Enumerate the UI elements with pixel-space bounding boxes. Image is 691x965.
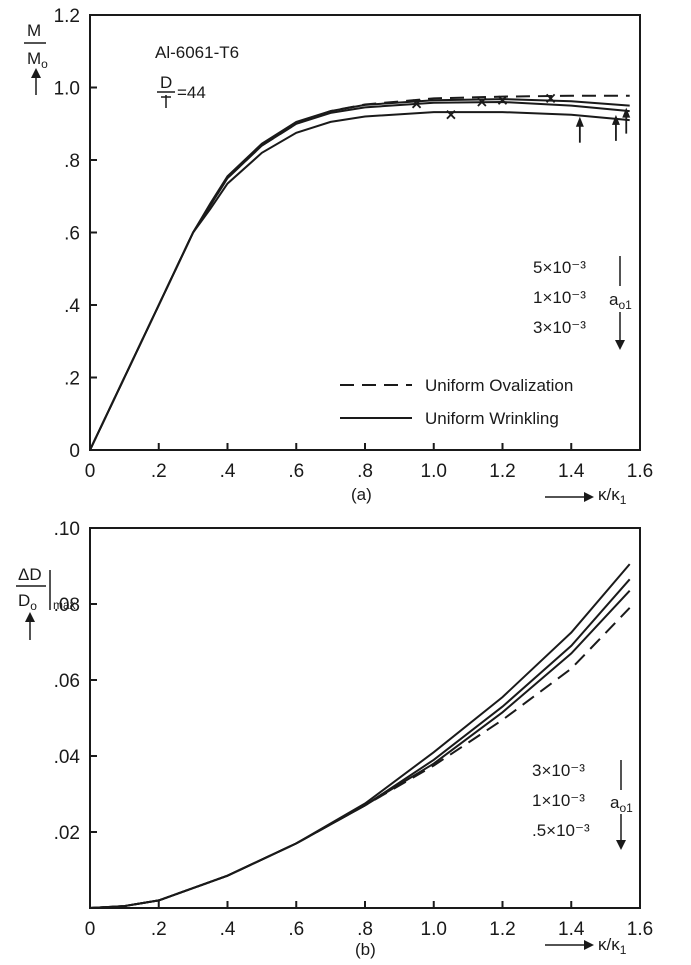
panel-b-imperfections: 3×10⁻³ 1×10⁻³ .5×10⁻³ ao1 [532, 760, 633, 850]
panel-b-ytick-label: .08 [54, 595, 80, 616]
panel-a-imp-label: ao1 [609, 290, 632, 312]
panel-a-xtick-label: .6 [288, 461, 304, 482]
x-marker [477, 97, 487, 107]
panel-a-xlabel-text: κ/κ1 [598, 485, 627, 507]
panel-b-imp-1: 3×10⁻³ [532, 761, 585, 780]
panel-a-imp-1: 5×10⁻³ [533, 258, 586, 277]
panel-b-ylabel-den: Do [18, 591, 37, 613]
panel-b: 0 .2 .4 .6 .8 1.0 1.2 1.4 1.6 .02 .04 .06 .08 .10 ΔD … [16, 519, 653, 959]
panel-b-xtick-label: 1.4 [558, 919, 585, 940]
panel-a-ytick-label: .4 [64, 296, 80, 317]
material-label: Al-6061-T6 [155, 43, 239, 62]
x-marker [411, 99, 422, 109]
panel-b-series-1 [89, 563, 631, 909]
panel-b-xlabel: κ/κ1 [545, 935, 627, 957]
limit-arrow [575, 116, 584, 143]
panel-b-frame [89, 527, 641, 909]
panel-b-ylabel-num: ΔD [18, 565, 42, 584]
panel-a-ylabel-num: M [27, 21, 41, 40]
panel-a-legend: Uniform Ovalization Uniform Wrinkling [340, 376, 573, 428]
ratio-value: =44 [177, 83, 206, 102]
legend-solid-label: Uniform Wrinkling [425, 409, 559, 428]
x-marker [545, 93, 556, 104]
panel-a-ytick-label: 0 [69, 441, 80, 462]
panel-a-ytick-label: 1.2 [54, 6, 80, 27]
x-marker [497, 95, 508, 105]
panel-b-xtick-label: 0 [85, 919, 96, 940]
panel-a-xtick-label: 1.4 [558, 461, 585, 482]
legend-dashed-label: Uniform Ovalization [425, 376, 573, 395]
limit-arrow [611, 114, 620, 141]
panel-a-xlabel-arrowhead [584, 492, 594, 502]
panel-b-xlabel-arrowhead [584, 940, 594, 950]
panel-b-series-2 [89, 578, 631, 909]
panel-b-xtick-label: 1.0 [421, 919, 447, 940]
panel-a-imperfections: 5×10⁻³ 1×10⁻³ 3×10⁻³ ao1 [533, 256, 632, 350]
panel-b-xtick-label: 1.2 [489, 919, 515, 940]
panel-b-imp-3: .5×10⁻³ [532, 821, 590, 840]
panel-a-xtick-label: .8 [357, 461, 373, 482]
panel-a-ytick-label: 1.0 [54, 79, 80, 100]
panel-a-imp-3: 3×10⁻³ [533, 318, 586, 337]
panel-b-ytick-label: .06 [54, 671, 80, 692]
panel-b-ylabel-suffix: max [53, 598, 76, 612]
panel-a-ylabel-den: Mo [27, 49, 48, 71]
panel-b-xtick-label: .2 [151, 919, 167, 940]
panel-b-series-3 [89, 590, 631, 909]
panel-a-xtick-label: .4 [220, 461, 236, 482]
panel-a-markers [411, 93, 631, 143]
panel-a-caption: (a) [351, 485, 372, 504]
panel-b-xlabel-text: κ/κ1 [598, 935, 627, 957]
panel-b-ytick-label: .04 [54, 747, 81, 768]
panel-b-ytick-label: .10 [54, 519, 80, 540]
panel-b-imp-label: ao1 [610, 793, 633, 815]
panel-a-series-4 [89, 111, 630, 451]
panel-b-xtick-label: .6 [288, 919, 304, 940]
panel-a-xtick-label: 0 [85, 461, 96, 482]
panel-b-caption: (b) [355, 940, 376, 959]
panel-a-ytick-label: .8 [64, 151, 80, 172]
panel-b-ylabel: ΔD Do max [16, 565, 76, 640]
panel-a-xtick-label: 1.6 [627, 461, 653, 482]
panel-a: 0 .2 .4 .6 .8 1.0 1.2 1.4 1.6 0 .2 .4 .6 .8 1.0 1.2 M M… [24, 6, 653, 507]
panel-a-ytick-label: .2 [64, 369, 80, 390]
panel-b-curves [89, 563, 631, 909]
panel-a-xtick-label: .2 [151, 461, 167, 482]
panel-b-ytick-label: .02 [54, 823, 80, 844]
ratio-num: D [160, 73, 172, 92]
panel-b-imp-2: 1×10⁻³ [532, 791, 585, 810]
panel-a-xtick-label: 1.0 [421, 461, 447, 482]
panel-b-xtick-label: .4 [220, 919, 236, 940]
panel-b-series-4 [89, 607, 631, 909]
ratio-label: D =44 [157, 73, 206, 108]
panel-b-xtick-label: 1.6 [627, 919, 653, 940]
panel-a-curves [89, 94, 630, 451]
panel-a-imp-arrowhead [615, 340, 625, 350]
panel-a-ticks: 0 .2 .4 .6 .8 1.0 1.2 1.4 1.6 0 .2 .4 .6 .8 1.0 1.2 [54, 6, 654, 482]
panel-a-xlabel: κ/κ1 [545, 485, 627, 507]
panel-b-ylabel-arrowhead [25, 612, 35, 622]
panel-a-ylabel: M Mo [24, 21, 48, 95]
panel-a-ytick-label: .6 [64, 224, 80, 245]
panel-a-ylabel-arrowhead [31, 68, 41, 78]
x-marker [446, 110, 456, 120]
panel-b-ticks: 0 .2 .4 .6 .8 1.0 1.2 1.4 1.6 .02 .04 .06 .08 .10 [54, 519, 654, 940]
limit-arrow [622, 107, 631, 134]
panel-b-xtick-label: .8 [357, 919, 373, 940]
panel-b-imp-arrowhead [616, 840, 626, 850]
panel-a-xtick-label: 1.2 [489, 461, 515, 482]
panel-a-imp-2: 1×10⁻³ [533, 288, 586, 307]
